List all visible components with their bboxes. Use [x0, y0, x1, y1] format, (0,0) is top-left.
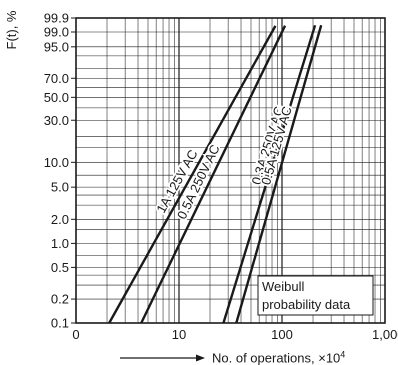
x-tick-label: 100 — [271, 327, 293, 342]
x-axis-arrowhead — [196, 354, 205, 362]
y-tick-label: 30.0 — [44, 113, 69, 128]
y-axis-label: F(t), % — [4, 10, 19, 49]
y-tick-label: 5.0 — [51, 180, 69, 195]
annotation-box — [257, 275, 374, 316]
y-tick-label: 0.5 — [51, 260, 69, 275]
x-tick-label: 0 — [72, 327, 79, 342]
x-axis-label: No. of operations, ×104 — [212, 350, 345, 365]
y-tick-label: 70.0 — [44, 71, 69, 86]
y-tick-label: 10.0 — [44, 155, 69, 170]
series-line — [222, 24, 317, 324]
y-tick-label: 50.0 — [44, 90, 69, 105]
axis-ticks: 0.10.20.51.02.05.010.030.050.070.095.099… — [44, 11, 398, 343]
y-tick-label: 95.0 — [44, 39, 69, 54]
y-tick-label: 0.1 — [51, 316, 69, 331]
x-tick-label: 1,000 — [372, 327, 398, 342]
y-tick-label: 99.9 — [44, 11, 69, 26]
y-tick-label: 2.0 — [51, 212, 69, 227]
y-tick-label: 99.0 — [44, 24, 69, 39]
y-tick-label: 1.0 — [51, 236, 69, 251]
annotation-line-1: Weibull — [262, 279, 305, 294]
y-tick-label: 0.2 — [51, 292, 69, 307]
series-line — [140, 25, 287, 324]
series-line — [235, 24, 323, 324]
plot-frame — [75, 17, 386, 324]
annotation-line-2: probability data — [262, 297, 351, 312]
series-line — [108, 25, 277, 324]
x-axis-label-text: No. of operations, ×10 — [212, 351, 340, 365]
x-axis-label-exponent: 4 — [340, 350, 345, 360]
x-tick-label: 10 — [172, 327, 186, 342]
